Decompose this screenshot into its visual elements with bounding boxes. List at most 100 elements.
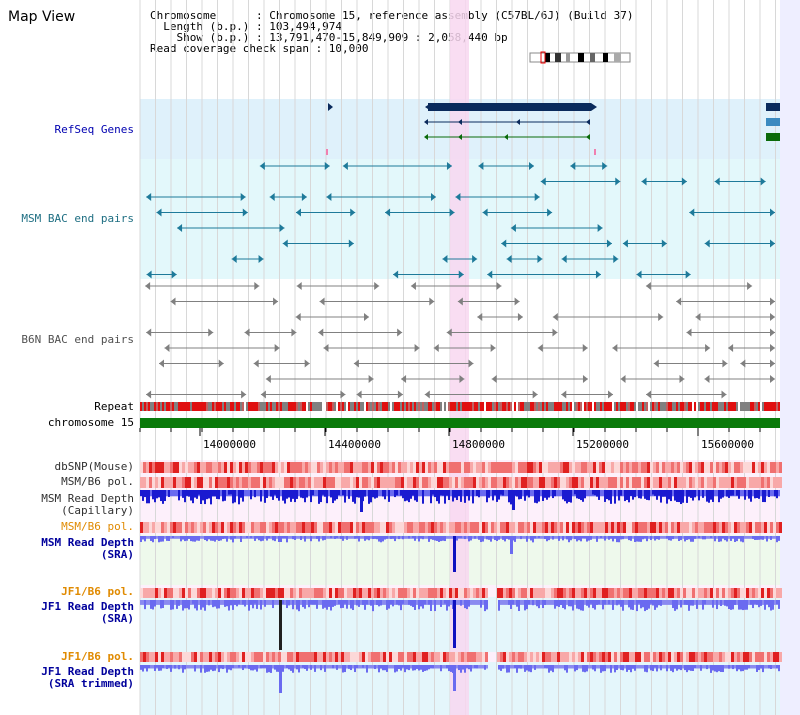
depth-bar	[388, 490, 390, 502]
depth-bar	[708, 600, 710, 605]
polymorphism-mark	[677, 477, 680, 488]
track-label-msm-bac[interactable]: MSM BAC end pairs	[21, 212, 134, 225]
depth-bar	[144, 600, 146, 610]
repeat-mark	[536, 402, 538, 411]
depth-bar	[558, 490, 560, 497]
depth-bar	[508, 665, 510, 673]
bac-end-arrow	[482, 208, 488, 217]
polymorphism-mark	[323, 477, 326, 488]
depth-bar	[648, 600, 650, 609]
repeat-mark	[520, 402, 522, 411]
depth-bar	[240, 490, 242, 498]
polymorphism-mark	[614, 477, 617, 488]
track-label-repeat[interactable]: Repeat	[94, 400, 134, 413]
repeat-mark	[478, 402, 480, 411]
depth-bar	[668, 490, 670, 500]
polymorphism-mark	[668, 462, 671, 473]
depth-bar	[482, 665, 484, 669]
depth-bar	[692, 665, 694, 671]
bac-end-arrow	[457, 297, 463, 306]
ideogram-band	[614, 53, 621, 62]
bac-end-arrow	[279, 224, 285, 232]
polymorphism-mark	[308, 477, 311, 488]
bac-end-arrow	[686, 328, 692, 337]
depth-bar	[676, 536, 678, 539]
repeat-mark	[618, 402, 620, 411]
polymorphism-mark	[686, 462, 689, 473]
depth-bar	[448, 536, 450, 539]
polymorphism-mark	[269, 462, 272, 473]
repeat-mark	[248, 402, 250, 411]
track-label-chromosome[interactable]: chromosome 15	[47, 416, 134, 429]
depth-bar	[624, 490, 626, 502]
depth-bar	[292, 490, 294, 499]
track-label-jf1-b6-pol[interactable]: JF1/B6 pol.	[61, 585, 134, 598]
polymorphism-mark	[227, 588, 230, 598]
depth-bar	[238, 536, 240, 539]
depth-bar	[694, 600, 696, 605]
depth-bar	[616, 490, 618, 497]
polymorphism-mark	[641, 462, 644, 473]
depth-bar	[284, 665, 286, 669]
polymorphism-mark	[206, 522, 209, 533]
polymorphism-mark	[242, 652, 245, 662]
polymorphism-mark	[362, 652, 365, 662]
track-label-msm-b6-pol-2[interactable]: MSM/B6 pol.	[61, 520, 134, 533]
depth-bar	[170, 665, 172, 672]
depth-bar	[772, 536, 774, 539]
depth-bar	[428, 600, 430, 605]
depth-bar	[550, 536, 552, 539]
polymorphism-mark	[200, 522, 203, 533]
polymorphism-mark	[410, 477, 413, 488]
track-label-jf1-b6-pol-2[interactable]: JF1/B6 pol.	[61, 650, 134, 663]
bac-end-arrow	[324, 162, 330, 170]
depth-bar	[520, 665, 522, 669]
repeat-mark	[648, 402, 650, 411]
depth-bar	[398, 536, 400, 540]
depth-bar	[702, 490, 704, 498]
polymorphism-mark	[425, 462, 428, 473]
bac-end-arrow	[301, 193, 307, 201]
depth-bar	[746, 600, 748, 610]
polymorphism-mark	[692, 477, 695, 488]
depth-bar	[302, 536, 304, 539]
repeat-mark	[560, 402, 562, 411]
polymorphism-mark	[599, 477, 602, 488]
polymorphism-mark	[722, 522, 725, 533]
depth-bar	[300, 665, 302, 669]
track-label-msm-depth-sra[interactable]: MSM Read Depth (SRA)	[41, 537, 134, 561]
polymorphism-mark	[470, 522, 473, 533]
depth-bar	[630, 536, 632, 541]
repeat-mark	[712, 402, 714, 411]
depth-spike	[510, 536, 513, 554]
track-label-refseq[interactable]: RefSeq Genes	[54, 123, 134, 136]
polymorphism-mark	[521, 477, 524, 488]
polymorphism-mark	[368, 652, 371, 662]
depth-bar	[488, 536, 490, 540]
depth-bar	[688, 665, 690, 671]
track-label-msm-b6-pol[interactable]: MSM/B6 pol.	[61, 475, 134, 488]
depth-bar	[526, 665, 528, 671]
depth-bar	[670, 490, 672, 502]
depth-bar	[502, 490, 504, 496]
depth-bar	[570, 536, 572, 541]
polymorphism-mark	[239, 652, 242, 662]
depth-bar	[190, 600, 192, 605]
track-label-msm-depth-capillary[interactable]: MSM Read Depth (Capillary)	[41, 493, 134, 517]
depth-bar	[354, 536, 356, 539]
track-label-jf1-depth-trimmed[interactable]: JF1 Read Depth (SRA trimmed)	[41, 666, 134, 690]
track-label-jf1-depth-sra[interactable]: JF1 Read Depth (SRA)	[41, 601, 134, 625]
polymorphism-mark	[551, 588, 554, 598]
track-label-b6n-bac[interactable]: B6N BAC end pairs	[21, 333, 134, 346]
polymorphism-mark	[278, 462, 281, 473]
depth-bar	[426, 490, 428, 497]
track-label-dbsnp[interactable]: dbSNP(Mouse)	[54, 460, 134, 473]
depth-bar	[218, 490, 220, 500]
polymorphism-mark	[443, 652, 446, 662]
polymorphism-mark	[479, 522, 482, 533]
depth-bar	[724, 665, 726, 669]
depth-bar	[644, 490, 646, 499]
polymorphism-mark	[188, 522, 191, 533]
polymorphism-mark	[452, 522, 455, 533]
